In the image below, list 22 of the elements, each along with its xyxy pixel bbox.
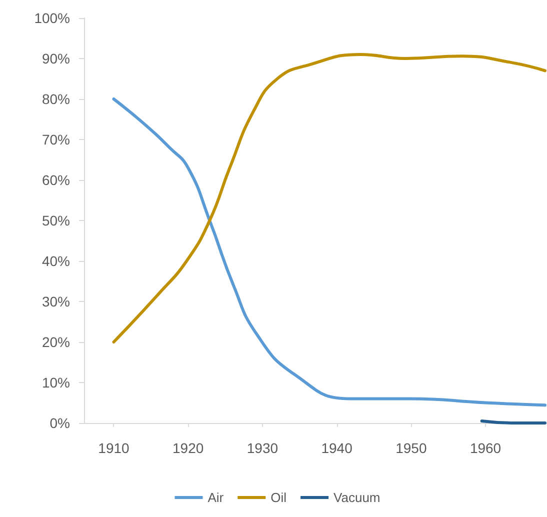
y-tick-label: 70% [42,132,70,148]
y-tick-label: 30% [42,294,70,310]
x-tick-label: 1950 [396,440,427,456]
x-tick-label: 1940 [321,440,353,456]
y-tick-label: 20% [42,334,70,350]
y-tick-label: 90% [42,50,70,66]
y-tick-label: 40% [42,253,70,269]
y-tick-label: 50% [42,212,70,228]
legend-label: Vacuum [334,490,380,505]
x-tick-label: 1920 [172,440,204,456]
x-tick-label: 1930 [246,440,278,456]
x-tick-label: 1960 [470,440,502,456]
y-tick-label: 60% [42,172,70,188]
x-tick-label: 1910 [98,440,130,456]
y-tick-label: 80% [42,91,70,107]
y-tick-label: 10% [42,374,70,390]
y-tick-label: 100% [34,10,70,26]
line-series [112,98,546,407]
y-tick-label: 0% [50,415,70,431]
legend-label: Air [208,490,224,505]
legend-label: Oil [270,490,287,505]
line-series [112,52,546,344]
